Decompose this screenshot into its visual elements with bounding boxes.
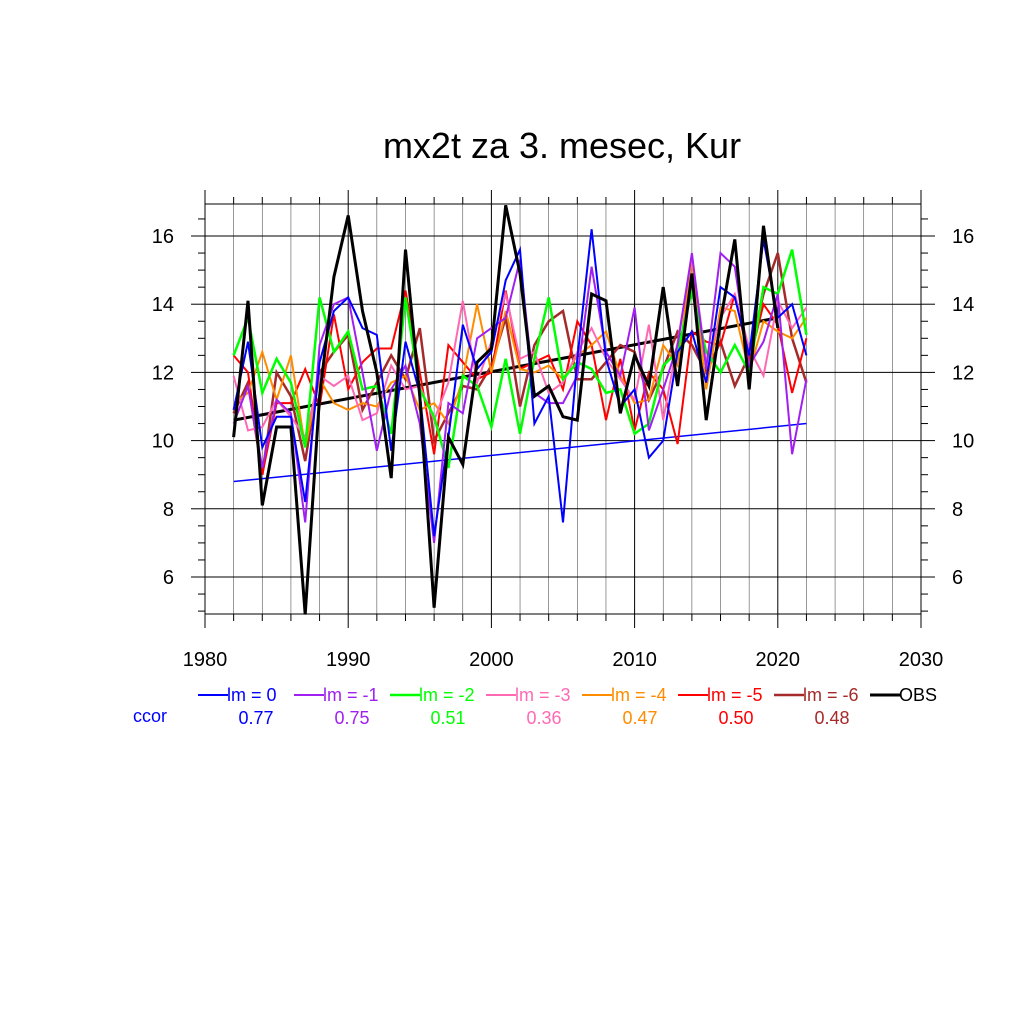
ccor-value-lm3: 0.36 xyxy=(526,708,561,728)
ccor-value-lm0: 0.77 xyxy=(238,708,273,728)
x-tick-label: 2000 xyxy=(469,649,514,671)
x-tick-label: 1990 xyxy=(326,649,371,671)
x-tick-label: 2020 xyxy=(756,649,801,671)
ccor-value-lm2: 0.51 xyxy=(430,708,465,728)
series-line-obs xyxy=(232,204,780,615)
legend-label-lm1: lm = -1 xyxy=(323,685,379,705)
chart-title: mx2t za 3. mesec, Kur xyxy=(383,125,741,166)
legend-label-obs: OBS xyxy=(899,685,937,705)
y-tick-label-left: 8 xyxy=(163,499,174,521)
legend-label-lm0: lm = 0 xyxy=(227,685,277,705)
ccor-value-lm6: 0.48 xyxy=(814,708,849,728)
legend-label-lm5: lm = -5 xyxy=(707,685,763,705)
y-tick-label-right: 12 xyxy=(952,362,974,384)
series-line-lm2 xyxy=(232,249,808,469)
y-tick-label-right: 14 xyxy=(952,294,974,316)
plot-frame xyxy=(204,203,922,615)
y-tick-label-right: 6 xyxy=(952,567,963,589)
legend-label-lm3: lm = -3 xyxy=(515,685,571,705)
y-tick-label-left: 6 xyxy=(163,567,174,589)
trend-lines xyxy=(233,316,807,483)
y-tick-label-left: 16 xyxy=(152,226,174,248)
ccor-value-lm1: 0.75 xyxy=(334,708,369,728)
series-lines xyxy=(232,204,808,615)
x-tick-label: 2030 xyxy=(899,649,944,671)
obs-trend-line xyxy=(233,316,779,422)
x-tick-label: 1980 xyxy=(183,649,228,671)
legend: ccor lm = 0 0.77 lm = -1 0.75 lm = -2 0.51 lm =… xyxy=(133,685,937,728)
ccor-value-lm5: 0.50 xyxy=(718,708,753,728)
legend-label-lm2: lm = -2 xyxy=(419,685,475,705)
lm0-trend-line xyxy=(233,422,807,483)
axes: 1980 1990 2000 2010 2020 2030 6 6 8 8 10 10 12 12 14 14… xyxy=(152,190,974,671)
ccor-value-lm4: 0.47 xyxy=(622,708,657,728)
ccor-label: ccor xyxy=(133,706,167,726)
x-tick-label: 2010 xyxy=(612,649,657,671)
y-tick-label-right: 10 xyxy=(952,431,974,453)
y-tick-label-right: 8 xyxy=(952,499,963,521)
y-tick-label-left: 10 xyxy=(152,431,174,453)
legend-label-lm6: lm = -6 xyxy=(803,685,859,705)
y-tick-label-left: 12 xyxy=(152,362,174,384)
series-line-lm4 xyxy=(233,259,808,448)
legend-label-lm4: lm = -4 xyxy=(611,685,667,705)
y-tick-label-left: 14 xyxy=(152,294,174,316)
y-tick-label-right: 16 xyxy=(952,226,974,248)
